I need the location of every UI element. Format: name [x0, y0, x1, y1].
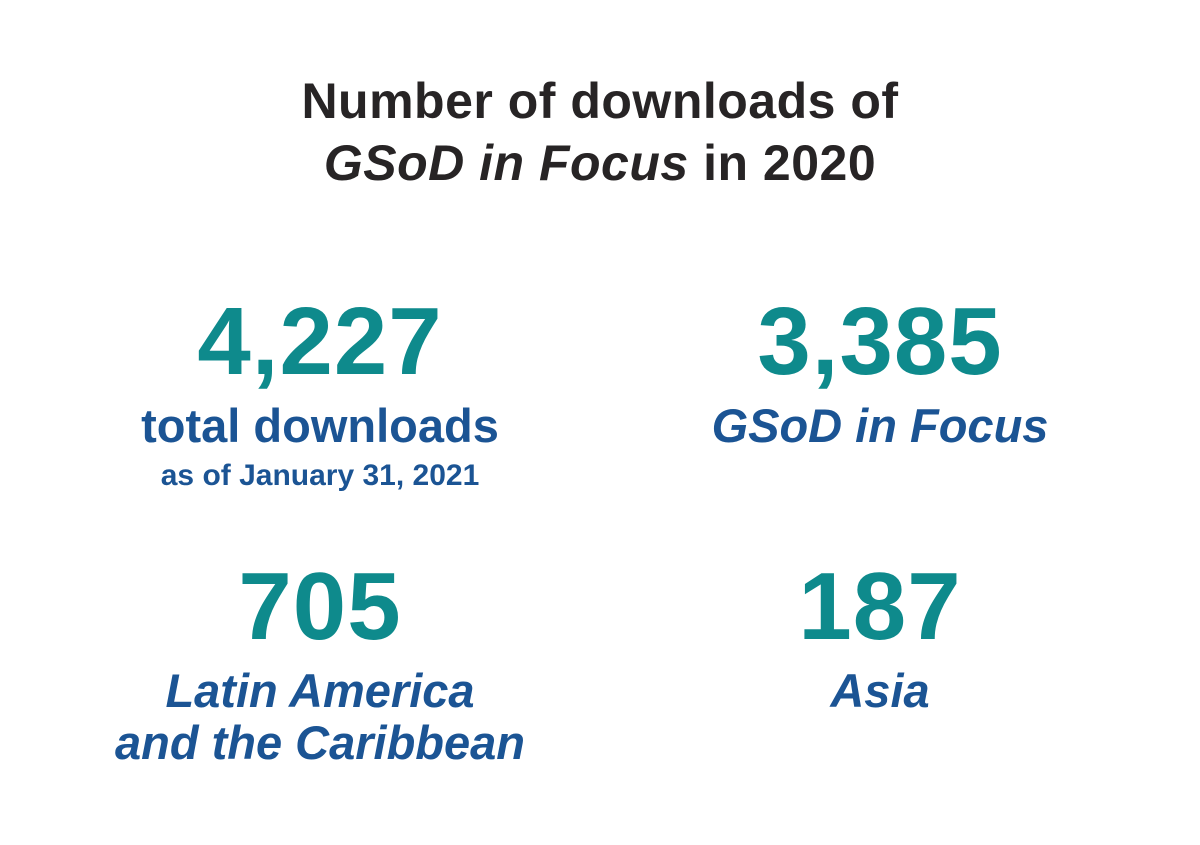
title-line-2: GSoD in Focus in 2020 — [0, 132, 1200, 194]
stat-label-latin-america-caribbean: Latin America and the Caribbean — [114, 663, 525, 770]
title-publication-name: GSoD in Focus — [323, 135, 689, 191]
stat-latin-america-caribbean: 705 Latin America and the Caribbean — [40, 552, 600, 770]
stat-value-gsod-in-focus: 3,385 — [757, 288, 1003, 395]
title-line-1: Number of downloads of — [301, 73, 899, 129]
stat-gsod-in-focus: 3,385 GSoD in Focus — [600, 294, 1160, 493]
stat-value-latin-america-caribbean: 705 — [238, 552, 402, 660]
stat-sublabel-as-of-date: as of January 31, 2021 — [160, 458, 480, 492]
stat-value-asia: 187 — [798, 552, 962, 660]
stats-grid: 4,227 total downloads as of January 31, … — [0, 294, 1200, 770]
stat-total-downloads: 4,227 total downloads as of January 31, … — [40, 294, 600, 493]
stat-value-total-downloads: 4,227 — [197, 288, 443, 395]
stat-asia: 187 Asia — [600, 552, 1160, 770]
stat-label-total-downloads: total downloads — [141, 399, 499, 452]
stat-label-gsod-in-focus: GSoD in Focus — [711, 399, 1049, 452]
stat-label-asia: Asia — [830, 663, 930, 717]
page-title: Number of downloads of GSoD in Focus in … — [0, 0, 1200, 194]
title-year-text: in 2020 — [688, 135, 877, 191]
